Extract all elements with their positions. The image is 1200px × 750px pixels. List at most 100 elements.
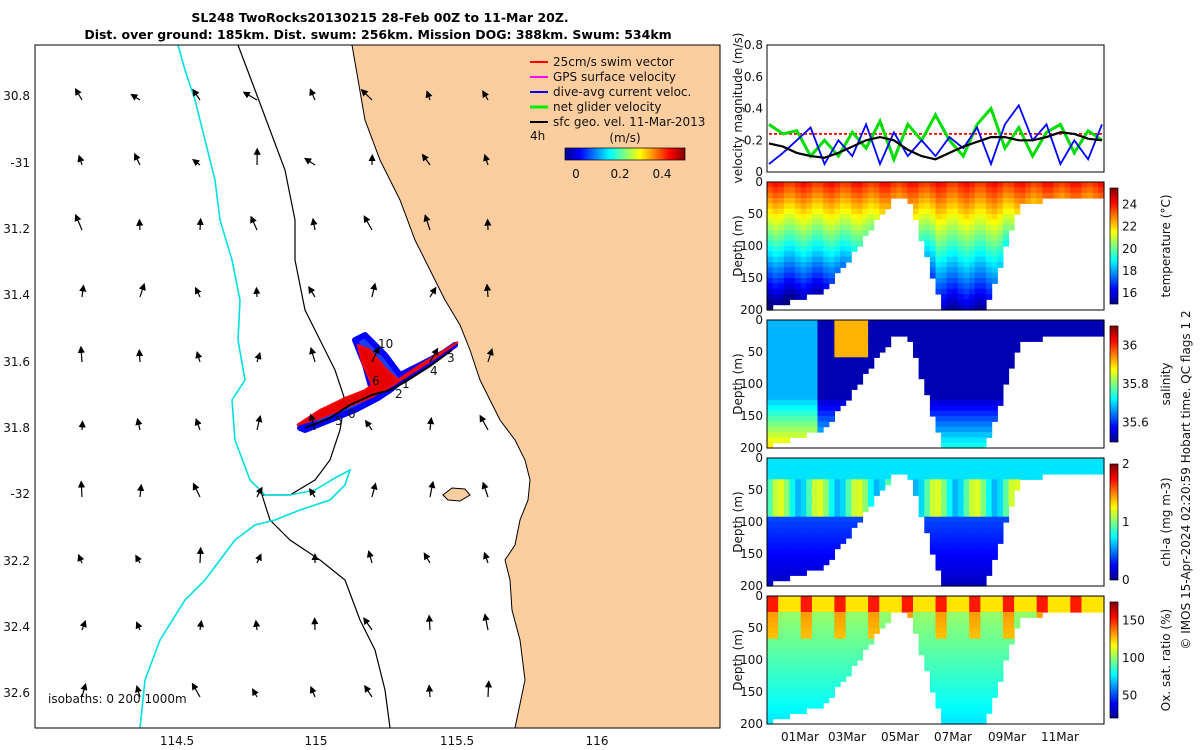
section-cell [946, 240, 953, 247]
section-cell [958, 278, 965, 284]
section-cell [840, 394, 847, 401]
section-cell [952, 638, 959, 645]
current-vector-arrow [360, 88, 373, 101]
section-cell [952, 294, 959, 300]
section-cell [811, 368, 819, 374]
section-cell [845, 628, 852, 634]
section-cell [986, 516, 993, 523]
section-cell [868, 362, 875, 369]
section-cell [918, 198, 925, 204]
section-cell [1031, 601, 1038, 608]
section-cell [1019, 192, 1026, 199]
section-cell [974, 208, 981, 215]
section-cell [913, 458, 920, 464]
section-cell [963, 458, 970, 464]
section-cell [789, 681, 796, 688]
section-cell [946, 394, 953, 401]
section-cell [907, 458, 914, 464]
section-cell [1042, 458, 1049, 464]
section-cell [868, 352, 875, 358]
section-cell [958, 283, 965, 290]
colorbar-tick: 150 [1122, 614, 1145, 628]
section-cell [783, 612, 791, 618]
section-cell [834, 527, 841, 534]
section-cell [783, 426, 791, 433]
section-cell [958, 575, 965, 582]
section-cell [811, 622, 819, 629]
section-cell [828, 278, 835, 284]
section-cell [946, 670, 953, 677]
section-cell [946, 511, 953, 518]
section-cell [963, 554, 970, 560]
section-cell [789, 516, 796, 523]
section-cell [783, 203, 791, 210]
section-cell [963, 426, 970, 433]
section-cell [845, 336, 852, 342]
section-cell [980, 304, 987, 311]
section-cell [952, 267, 959, 274]
section-cell [778, 713, 785, 720]
section-cell [980, 468, 987, 475]
section-cell [986, 378, 993, 385]
section-cell [997, 479, 1004, 486]
section-cell [997, 341, 1004, 348]
section-cell [767, 718, 774, 725]
section-cell [986, 362, 993, 369]
section-cell [1053, 601, 1060, 608]
section-cell [767, 394, 774, 401]
section-cell [929, 633, 937, 640]
section-cell [997, 527, 1004, 534]
section-cell [823, 654, 830, 661]
section-cell [946, 352, 953, 358]
current-vector-arrow [364, 419, 373, 431]
section-cell [974, 346, 981, 353]
section-cell [795, 628, 802, 634]
section-cell [772, 500, 779, 507]
section-cell [958, 708, 965, 714]
section-cell [817, 622, 824, 629]
section-cell [778, 564, 785, 571]
section-cell [811, 251, 819, 258]
section-cell [795, 278, 802, 284]
section-cell [823, 235, 830, 242]
section-cell [969, 596, 976, 602]
section-cell [963, 368, 970, 374]
section-cell [862, 357, 869, 364]
section-cell [795, 400, 802, 406]
section-cell [1025, 187, 1032, 194]
section-cell [845, 330, 852, 337]
section-cell [806, 203, 813, 210]
section-cell [817, 601, 824, 608]
velocity-ytick: 0.4 [744, 102, 763, 116]
section-cell [1014, 617, 1021, 624]
section-cell [929, 500, 937, 507]
section-cell [946, 559, 953, 566]
section-cell [795, 389, 802, 396]
section-cell [1059, 182, 1066, 188]
section-cell [1036, 198, 1043, 204]
section-cell [935, 187, 942, 194]
section-cell [963, 506, 970, 512]
section-cell [1014, 330, 1021, 337]
section-cell [840, 352, 847, 358]
section-cell [946, 628, 953, 634]
section-cell [823, 346, 830, 353]
section-cell [862, 458, 869, 464]
section-cell [935, 330, 942, 337]
section-cell [1014, 458, 1021, 464]
section-cell [778, 665, 785, 672]
section-cell [823, 692, 830, 698]
section-cell [1002, 606, 1010, 613]
section-cell [767, 606, 774, 613]
section-cell [767, 198, 774, 204]
section-cell [1002, 638, 1010, 645]
section-cell [851, 384, 858, 390]
depth-tick: 100 [740, 515, 763, 529]
section-cell [974, 235, 981, 242]
section-cell [1098, 187, 1105, 194]
section-cell [772, 527, 779, 534]
section-cell [913, 187, 920, 194]
section-cell [772, 554, 779, 560]
section-cell [806, 522, 813, 528]
